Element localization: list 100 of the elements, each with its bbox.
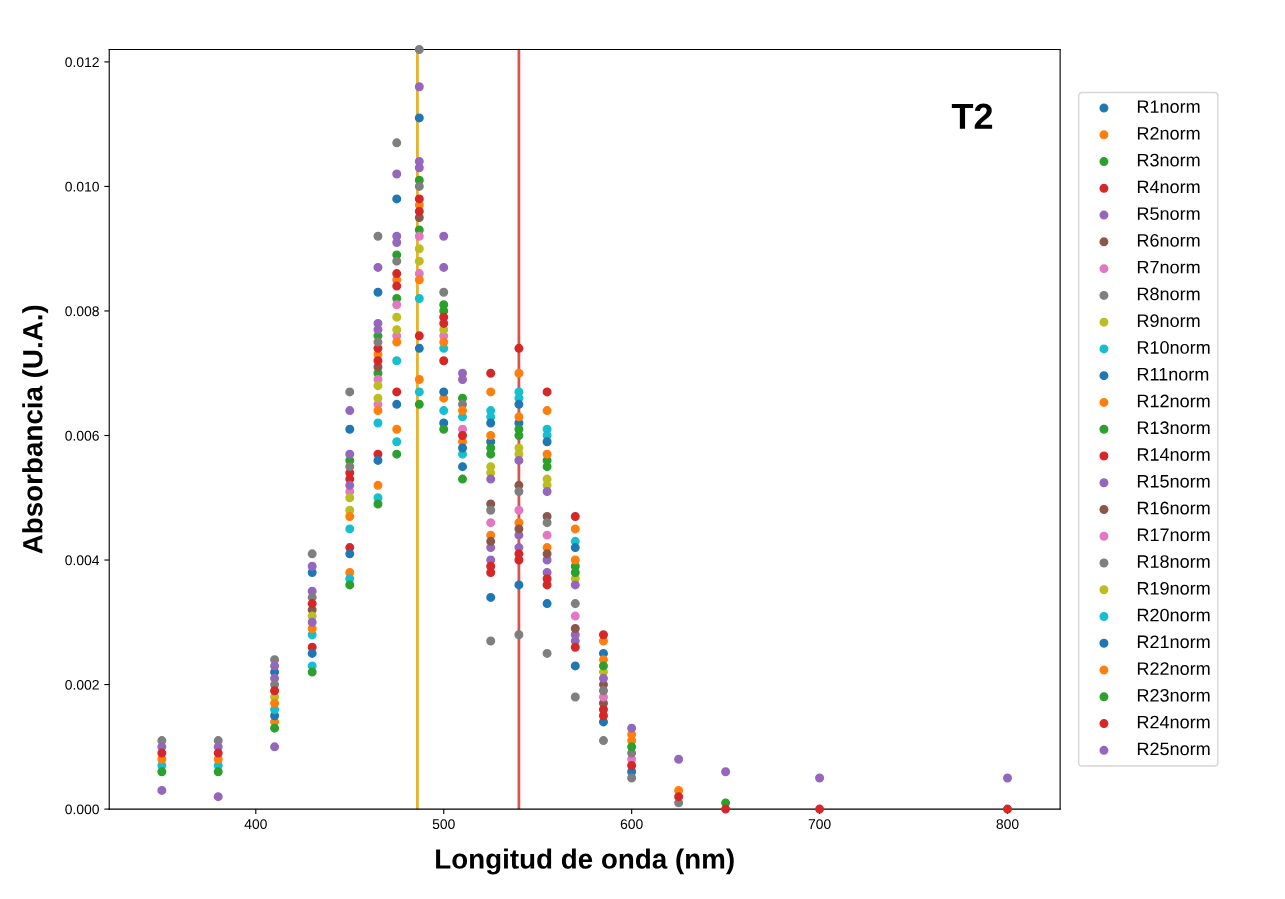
point <box>345 524 355 534</box>
point <box>373 262 383 272</box>
point <box>392 194 402 204</box>
point <box>514 630 524 640</box>
point <box>514 524 524 534</box>
y-tick-label: 0.006 <box>65 430 99 441</box>
point <box>392 437 402 447</box>
point <box>542 487 552 497</box>
point <box>345 480 355 490</box>
legend-label: R22norm <box>1137 662 1210 675</box>
point <box>307 648 317 658</box>
legend-label: R10norm <box>1137 341 1210 354</box>
legend-label: R16norm <box>1137 501 1210 515</box>
point <box>392 281 402 291</box>
point <box>514 580 524 590</box>
point <box>307 617 317 627</box>
point <box>542 387 552 397</box>
point <box>514 343 524 353</box>
point <box>486 368 496 378</box>
point <box>270 742 280 752</box>
point <box>270 686 280 696</box>
point <box>392 312 402 322</box>
point <box>458 406 468 416</box>
point <box>815 804 825 814</box>
legend-label: R3norm <box>1137 153 1200 167</box>
point <box>598 736 608 746</box>
point <box>307 599 317 609</box>
point <box>392 169 402 179</box>
point <box>392 269 402 279</box>
point <box>414 82 424 92</box>
point <box>373 381 383 391</box>
point <box>486 418 496 428</box>
point <box>414 399 424 409</box>
legend-label: R9norm <box>1137 314 1200 328</box>
point <box>514 505 524 515</box>
y-tick-label: 0.008 <box>65 306 99 317</box>
point <box>598 686 608 696</box>
legend-label: R19norm <box>1137 581 1210 595</box>
point <box>674 754 684 764</box>
point <box>486 387 496 397</box>
point <box>392 399 402 409</box>
point <box>414 194 424 204</box>
point <box>627 742 637 752</box>
point <box>570 555 580 565</box>
point <box>345 493 355 503</box>
point <box>392 138 402 148</box>
point <box>514 368 524 378</box>
point <box>486 474 496 484</box>
point <box>815 773 825 783</box>
point <box>307 667 317 677</box>
point <box>439 387 449 397</box>
point <box>373 406 383 416</box>
point <box>345 462 355 472</box>
point <box>542 449 552 459</box>
point <box>307 549 317 559</box>
legend-label: R15norm <box>1137 475 1210 488</box>
legend-label: R5norm <box>1137 207 1200 221</box>
point <box>627 761 637 771</box>
point <box>570 692 580 702</box>
point <box>598 704 608 714</box>
point <box>570 511 580 521</box>
point <box>392 387 402 397</box>
point <box>270 723 280 733</box>
legend-label: R4norm <box>1137 180 1200 194</box>
legend-label: R8norm <box>1137 287 1200 301</box>
point <box>570 599 580 609</box>
point <box>721 804 731 814</box>
point <box>392 231 402 241</box>
point <box>270 698 280 708</box>
legend-label: R2norm <box>1137 126 1200 140</box>
point <box>213 767 223 777</box>
point <box>345 580 355 590</box>
y-tick-label: 0.004 <box>65 555 100 566</box>
point <box>157 785 167 795</box>
point <box>392 256 402 266</box>
point <box>627 773 637 783</box>
point <box>213 792 223 802</box>
point <box>598 673 608 683</box>
legend-label: R18norm <box>1137 555 1210 568</box>
point <box>373 231 383 241</box>
point <box>627 723 637 733</box>
point <box>542 462 552 472</box>
point <box>514 412 524 422</box>
legend-label: R21norm <box>1137 635 1210 649</box>
point <box>307 561 317 571</box>
point <box>345 424 355 434</box>
point <box>439 337 449 347</box>
legend-label: R1norm <box>1137 100 1200 113</box>
point <box>213 748 223 758</box>
point <box>414 374 424 384</box>
y-tick-label: 0.002 <box>65 679 99 690</box>
point <box>439 231 449 241</box>
legend-label: R12norm <box>1137 394 1210 408</box>
y-tick-label: 0.000 <box>65 804 99 815</box>
point <box>674 792 684 802</box>
point <box>598 630 608 640</box>
point <box>721 767 731 777</box>
point <box>157 748 167 758</box>
point <box>414 343 424 353</box>
legend-label: R17norm <box>1137 528 1210 542</box>
